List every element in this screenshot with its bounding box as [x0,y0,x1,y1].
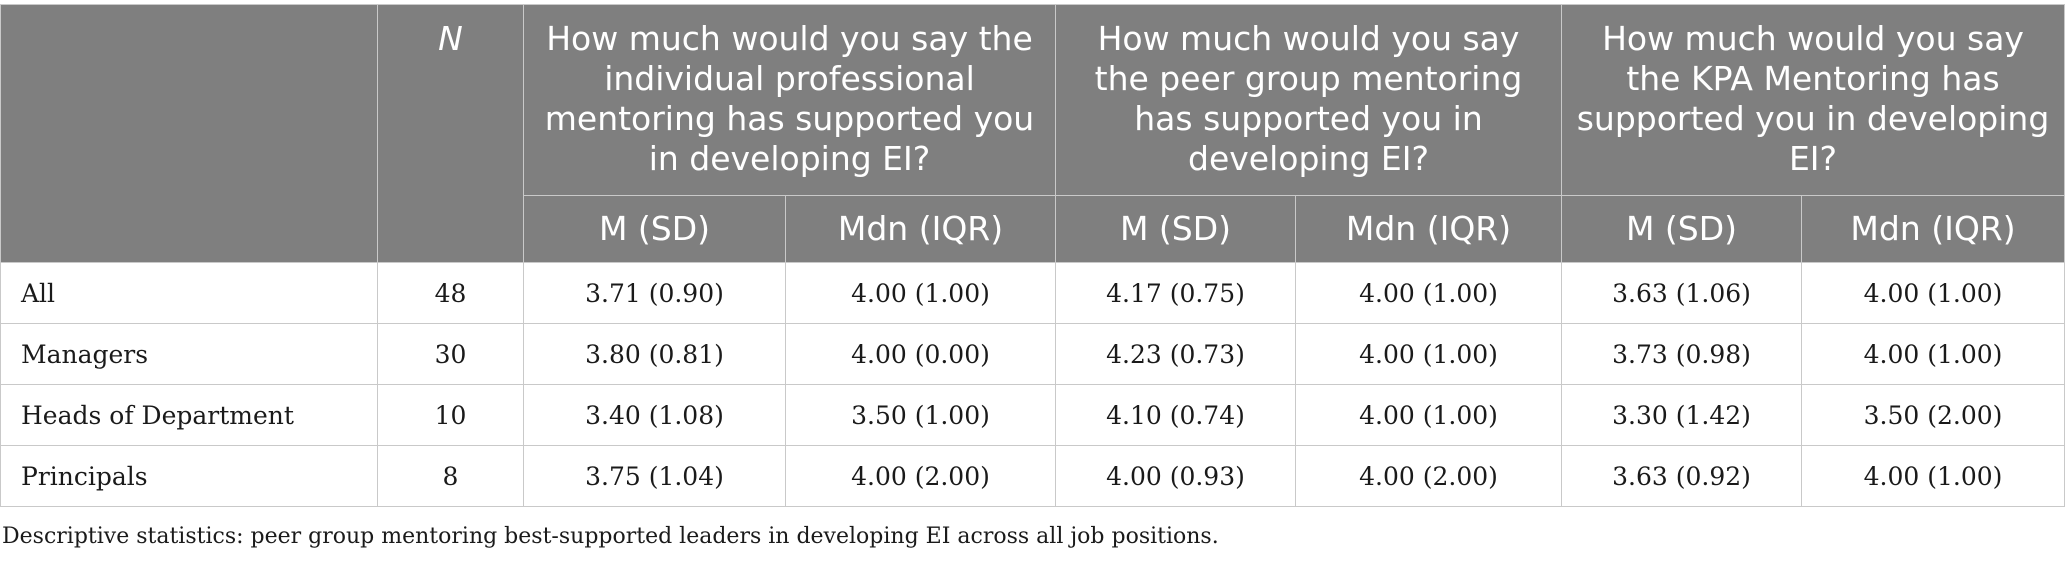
table-cell: 4.00 (0.00) [785,323,1056,385]
table-row: Principals 8 3.75 (1.04) 4.00 (2.00) 4.0… [0,445,2066,507]
table-cell: 4.00 (2.00) [785,445,1056,507]
table-cell: 4.00 (2.00) [1294,445,1563,507]
table-cell: 4.23 (0.73) [1055,323,1296,385]
header-stat-median: Mdn (IQR) [1294,195,1563,263]
header-stat-mean: M (SD) [1561,195,1803,263]
table-cell: 3.50 (1.00) [785,384,1056,446]
table-cell: 4.00 (1.00) [1801,445,2066,507]
table-cell: 3.40 (1.08) [523,384,786,446]
header-row-stats: M (SD) Mdn (IQR) M (SD) Mdn (IQR) M (SD)… [1,195,2066,263]
table-cell: 4.00 (1.00) [1294,323,1563,385]
stats-table: N How much would you say the individual … [0,4,2066,507]
table-cell: 3.63 (0.92) [1561,445,1803,507]
table-row: Managers 30 3.80 (0.81) 4.00 (0.00) 4.23… [0,323,2066,385]
table-cell: 3.75 (1.04) [523,445,786,507]
table-cell: 4.10 (0.74) [1055,384,1296,446]
table-cell: 3.80 (0.81) [523,323,786,385]
cell-n: 30 [377,323,524,385]
table-cell: 4.00 (1.00) [785,262,1056,324]
header-row-questions: N How much would you say the individual … [0,4,2066,263]
row-label: Managers [0,323,378,385]
cell-n: 10 [377,384,524,446]
table-cell: 4.00 (0.93) [1055,445,1296,507]
table-row: All 48 3.71 (0.90) 4.00 (1.00) 4.17 (0.7… [0,262,2066,324]
row-label: Heads of Department [0,384,378,446]
header-question-kpa: How much would you say the KPA Mentoring… [1561,4,2066,196]
table-cell: 3.30 (1.42) [1561,384,1803,446]
table-cell: 4.00 (1.00) [1801,262,2066,324]
table-cell: 4.17 (0.75) [1055,262,1296,324]
table-caption: Descriptive statistics: peer group mento… [2,524,1219,549]
header-question-peer-group: How much would you say the peer group me… [1054,4,1563,196]
cell-n: 48 [377,262,524,324]
cell-n: 8 [377,445,524,507]
header-stat-mean: M (SD) [1055,195,1296,263]
header-corner-cell [0,4,378,263]
table-cell: 3.71 (0.90) [523,262,786,324]
stats-table-container: N How much would you say the individual … [0,4,2066,507]
table-cell: 4.00 (1.00) [1294,384,1563,446]
header-question-individual: How much would you say the individual pr… [523,4,1056,196]
header-stat-median: Mdn (IQR) [785,195,1056,263]
row-label: All [0,262,378,324]
table-cell: 3.50 (2.00) [1801,384,2066,446]
table-cell: 4.00 (1.00) [1801,323,2066,385]
header-stat-median: Mdn (IQR) [1801,195,2066,263]
table-cell: 3.73 (0.98) [1561,323,1803,385]
table-cell: 4.00 (1.00) [1294,262,1563,324]
table-row: Heads of Department 10 3.40 (1.08) 3.50 … [0,384,2066,446]
row-label: Principals [0,445,378,507]
table-cell: 3.63 (1.06) [1561,262,1803,324]
header-stat-mean: M (SD) [523,195,786,263]
header-n: N [377,4,524,263]
